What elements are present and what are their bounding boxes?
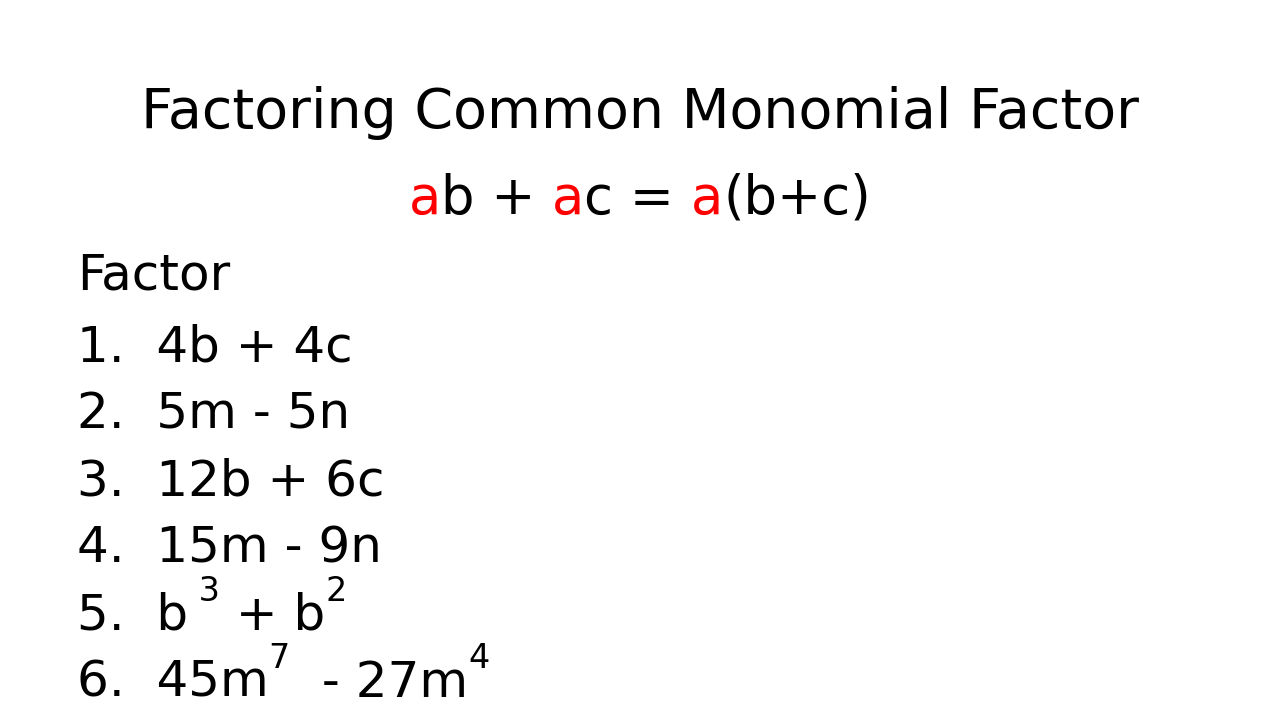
Text: 1.  4b + 4c: 1. 4b + 4c: [77, 324, 352, 372]
Text: a: a: [691, 173, 723, 225]
Text: Factor: Factor: [77, 252, 230, 300]
Text: 2: 2: [325, 575, 347, 608]
Text: 3: 3: [188, 575, 220, 608]
Text: 4: 4: [468, 642, 489, 675]
Text: (b+c): (b+c): [723, 173, 872, 225]
Text: - 27m: - 27m: [289, 659, 468, 707]
Text: 6.  45m: 6. 45m: [77, 659, 269, 707]
Text: 4.  15m - 9n: 4. 15m - 9n: [77, 525, 381, 573]
Text: b +: b +: [442, 173, 552, 225]
Text: Factoring Common Monomial Factor: Factoring Common Monomial Factor: [141, 86, 1139, 140]
Text: 3.  12b + 6c: 3. 12b + 6c: [77, 458, 384, 506]
Text: c =: c =: [585, 173, 691, 225]
Text: 2.  5m - 5n: 2. 5m - 5n: [77, 391, 349, 439]
Text: 7: 7: [269, 642, 289, 675]
Text: a: a: [408, 173, 442, 225]
Text: 5.  b: 5. b: [77, 592, 188, 640]
Text: + b: + b: [220, 592, 325, 640]
Text: a: a: [552, 173, 585, 225]
